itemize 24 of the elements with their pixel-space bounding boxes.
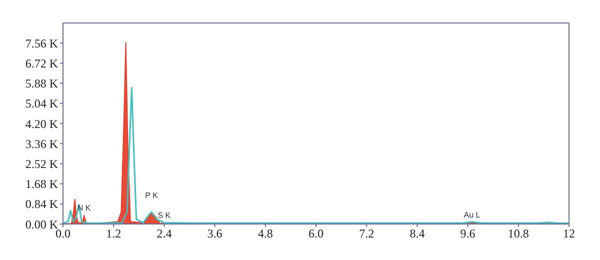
y-tick-label: 2.52 K <box>25 156 58 171</box>
annotation: P K <box>145 191 159 200</box>
x-tick-label: 8.4 <box>410 226 425 241</box>
annotation: Au L <box>464 210 481 220</box>
y-tick-label: 0.00 K <box>25 217 58 232</box>
annotation: S K <box>158 210 172 220</box>
y-tick-label: 0.84 K <box>25 197 58 212</box>
y-tick-label: 5.04 K <box>25 96 58 111</box>
x-tick-label: 2.4 <box>156 226 172 241</box>
y-tick-label: 6.72 K <box>25 56 58 70</box>
y-tick-label: 3.36 K <box>25 136 58 151</box>
x-tick-label: 7.2 <box>359 226 374 241</box>
x-tick-label: 4.8 <box>258 226 273 241</box>
x-tick-label: 3.6 <box>207 226 222 241</box>
y-tick-label: 1.68 K <box>25 177 58 192</box>
x-tick-label: 0.0 <box>56 226 70 241</box>
x-tick-label: 12 <box>563 226 575 241</box>
y-tick-label: 5.88 K <box>25 76 58 91</box>
x-tick-label: 6.0 <box>308 226 324 241</box>
x-tick-label: 9.6 <box>460 226 476 241</box>
y-tick-label: 7.56 K <box>25 36 58 50</box>
x-tick-label: 10.8 <box>508 226 529 241</box>
y-tick-label: 4.20 K <box>25 116 58 131</box>
x-tick-label: 1.2 <box>106 226 122 241</box>
